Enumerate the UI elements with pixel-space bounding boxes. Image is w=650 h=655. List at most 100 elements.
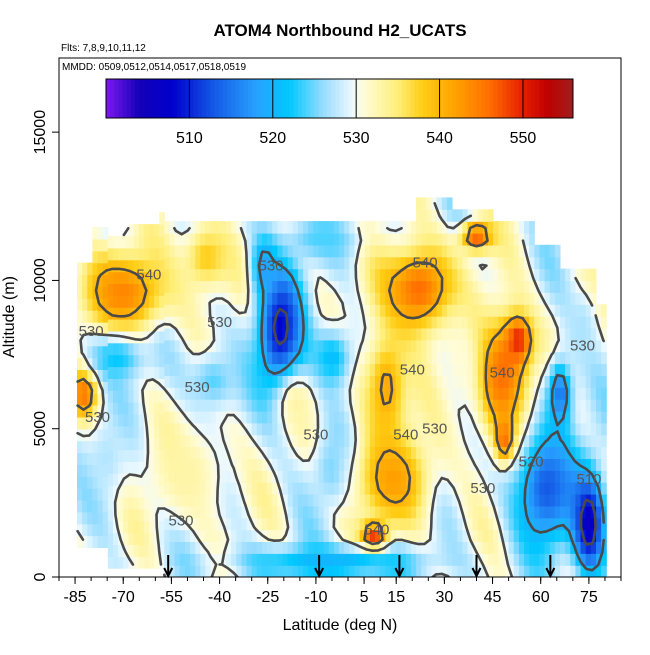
heatmap-cell — [354, 221, 361, 234]
heatmap-cell — [446, 458, 453, 471]
heatmap-cell — [513, 268, 520, 282]
heatmap-cell — [190, 280, 196, 293]
heatmap-cell — [190, 316, 196, 329]
heatmap-cell — [92, 523, 99, 537]
colorbar-swatch — [397, 79, 403, 118]
heatmap-cell — [231, 304, 237, 317]
heatmap-cell — [457, 280, 463, 293]
colorbar-swatch — [393, 79, 399, 118]
heatmap-cell — [303, 494, 309, 507]
heatmap-cell — [380, 482, 386, 495]
heatmap-cell — [210, 529, 217, 542]
heatmap-cell — [179, 256, 186, 270]
heatmap-cell — [421, 446, 427, 459]
heatmap-cell — [554, 529, 561, 542]
heatmap-cell — [195, 268, 201, 282]
heatmap-cell — [405, 221, 412, 234]
heatmap-cell — [539, 422, 546, 436]
heatmap-cell — [333, 446, 340, 459]
heatmap-cell — [87, 310, 93, 323]
heatmap-cell — [482, 458, 489, 471]
heatmap-cell — [452, 209, 458, 222]
heatmap-cell — [282, 541, 289, 554]
heatmap-cell — [138, 295, 145, 308]
heatmap-cell — [354, 529, 361, 542]
heatmap-cell — [159, 485, 165, 498]
heatmap-cell — [385, 541, 391, 554]
heatmap-cell — [488, 327, 494, 341]
heatmap-cell — [462, 458, 469, 471]
heatmap-cell — [462, 351, 469, 365]
heatmap-cell — [354, 505, 361, 519]
heatmap-cell — [241, 363, 248, 376]
heatmap-cell — [426, 422, 433, 436]
heatmap-cell — [313, 327, 319, 341]
heatmap-cell — [179, 458, 186, 471]
heatmap-cell — [297, 351, 304, 365]
heatmap-cell — [554, 565, 561, 577]
chart-title: ATOM4 Northbound H2_UCATS — [213, 21, 466, 40]
heatmap-cell — [174, 541, 181, 554]
heatmap-cell — [195, 446, 201, 459]
heatmap-cell — [164, 446, 170, 459]
heatmap-cell — [462, 244, 469, 258]
colorbar-swatch — [522, 79, 528, 118]
heatmap-cell — [554, 292, 561, 305]
heatmap-cell — [344, 221, 350, 234]
heatmap-cell — [154, 271, 160, 284]
heatmap-cell — [462, 494, 469, 507]
heatmap-cell — [133, 449, 140, 462]
heatmap-cell — [328, 553, 335, 566]
x-tick-label: 15 — [387, 589, 405, 606]
heatmap-cell — [174, 316, 181, 329]
heatmap-cell — [174, 458, 181, 471]
heatmap-cell — [272, 434, 278, 448]
colorbar-swatch — [239, 79, 245, 118]
heatmap-cell — [580, 505, 587, 519]
heatmap-cell — [148, 295, 155, 308]
heatmap-cell — [529, 470, 535, 483]
heatmap-cell — [205, 446, 212, 459]
heatmap-cell — [446, 244, 453, 258]
heatmap-cell — [246, 256, 253, 270]
heatmap-cell — [169, 553, 176, 566]
heatmap-cell — [297, 505, 304, 519]
heatmap-cell — [452, 470, 458, 483]
heatmap-cell — [390, 482, 397, 495]
heatmap-cell — [570, 446, 576, 459]
heatmap-cell — [195, 541, 201, 554]
heatmap-cell — [560, 339, 566, 353]
heatmap-cell — [297, 221, 304, 234]
heatmap-cell — [508, 375, 515, 388]
heatmap-cell — [220, 233, 227, 246]
heatmap-cell — [457, 494, 463, 507]
heatmap-cell — [457, 470, 463, 483]
heatmap-cell — [92, 464, 99, 477]
heatmap-cell — [328, 244, 335, 258]
heatmap-cell — [97, 262, 104, 276]
heatmap-cell — [77, 310, 83, 323]
heatmap-cell — [498, 458, 504, 471]
heatmap-cell — [92, 345, 99, 359]
heatmap-cell — [524, 292, 530, 305]
heatmap-cell — [128, 235, 135, 249]
heatmap-cell — [560, 529, 566, 542]
heatmap-cell — [123, 449, 129, 462]
heatmap-cell — [82, 369, 88, 382]
heatmap-cell — [493, 529, 499, 542]
heatmap-cell — [524, 541, 530, 554]
heatmap-cell — [220, 375, 227, 388]
heatmap-cell — [143, 259, 150, 273]
colorbar-tick-label: 510 — [176, 130, 203, 147]
heatmap-cell — [164, 553, 170, 566]
heatmap-cell — [503, 541, 510, 554]
heatmap-cell — [503, 256, 510, 270]
heatmap-cell — [369, 387, 376, 400]
heatmap-cell — [92, 416, 99, 430]
heatmap-cell — [184, 327, 191, 341]
heatmap-cell — [446, 197, 453, 210]
heatmap-cell — [159, 366, 165, 379]
heatmap-cell — [328, 399, 335, 412]
heatmap-cell — [102, 488, 109, 501]
heatmap-cell — [174, 494, 181, 507]
